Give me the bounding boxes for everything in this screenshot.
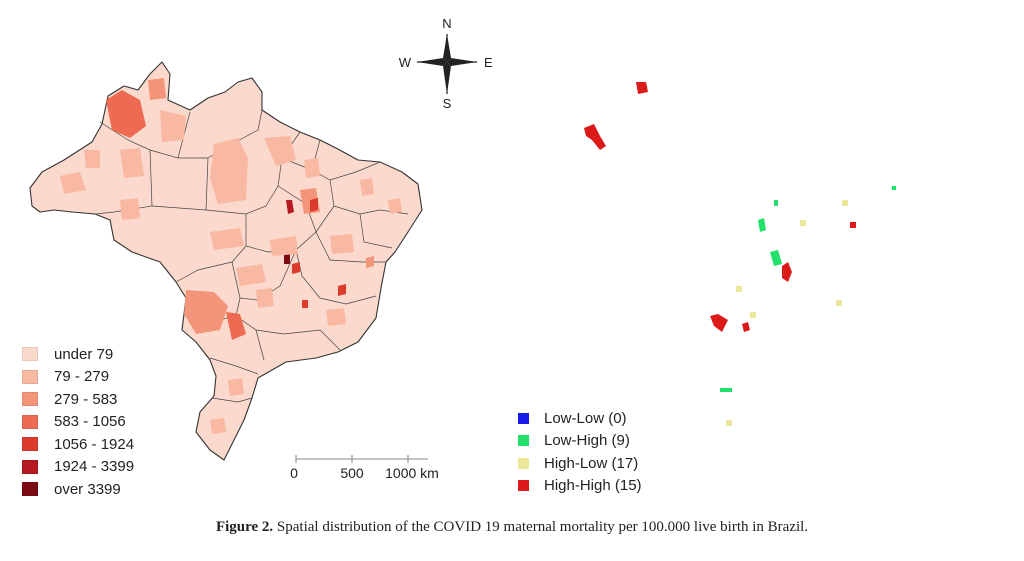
cluster-low-high <box>758 218 766 232</box>
scale-label-500: 500 <box>340 465 364 481</box>
choropleth-legend: under 79 79 - 279 279 - 583 583 - 1056 1056 … <box>22 343 134 501</box>
cluster-high-high <box>742 322 750 332</box>
choropleth-legend-item: 583 - 1056 <box>22 411 134 434</box>
choropleth-legend-item: 279 - 583 <box>22 388 134 411</box>
choropleth-map-panel: N S E W 0 500 1000 km <box>0 0 512 510</box>
north-arrow-n-point <box>443 34 451 62</box>
choropleth-map: N S E W 0 500 1000 km <box>29 16 493 481</box>
choropleth-legend-swatch <box>22 437 38 452</box>
cluster-high-low <box>836 300 842 306</box>
north-label-w: W <box>399 55 412 70</box>
north-arrow-w-point <box>417 58 447 66</box>
cluster-legend-label: High-High (15) <box>544 477 642 495</box>
choropleth-legend-label: 1924 - 3399 <box>54 458 135 476</box>
choropleth-legend-swatch <box>22 414 38 429</box>
cluster-legend-item: Low-High (9) <box>518 430 642 453</box>
cluster-areas <box>584 82 896 426</box>
cluster-high-low <box>800 220 806 226</box>
cluster-high-high <box>710 314 728 332</box>
figure-caption-label: Figure 2. <box>215 519 274 535</box>
north-arrow-s-point <box>443 62 451 94</box>
choropleth-legend-label: 583 - 1056 <box>54 413 126 431</box>
choropleth-legend-item: 1056 - 1924 <box>22 433 134 456</box>
cluster-legend-swatch <box>518 480 529 492</box>
cluster-high-high <box>782 262 792 282</box>
cluster-high-high <box>636 82 648 94</box>
choropleth-legend-item: 1924 - 3399 <box>22 456 134 479</box>
scale-bar-left: 0 500 1000 km <box>290 455 439 481</box>
cluster-high-high <box>850 222 856 228</box>
choropleth-municipalities <box>60 78 402 434</box>
choropleth-legend-item: under 79 <box>22 343 134 366</box>
cluster-map: N S E W 0 500 1000 km <box>584 82 896 426</box>
cluster-low-high <box>774 200 778 206</box>
cluster-low-high <box>770 250 782 266</box>
cluster-high-low <box>842 200 848 206</box>
choropleth-legend-label: 1056 - 1924 <box>54 435 135 453</box>
cluster-legend-label: Low-High (9) <box>544 432 630 450</box>
cluster-legend-item: High-Low (17) <box>518 452 642 475</box>
north-label-n: N <box>442 16 451 31</box>
north-label-s: S <box>443 96 452 111</box>
choropleth-legend-swatch <box>22 392 38 407</box>
cluster-low-high <box>892 186 896 190</box>
north-label-e: E <box>484 55 493 70</box>
cluster-legend-label: High-Low (17) <box>544 454 639 472</box>
choropleth-legend-label: under 79 <box>54 345 114 363</box>
choropleth-legend-item: 79 - 279 <box>22 366 134 389</box>
scale-label-1000km: 1000 km <box>385 465 439 481</box>
cluster-low-high <box>720 388 732 392</box>
choropleth-legend-swatch <box>22 482 38 497</box>
choropleth-legend-swatch <box>22 369 38 384</box>
choropleth-legend-swatch <box>22 347 38 362</box>
cluster-high-low <box>726 420 732 426</box>
cluster-legend-label: Low-Low (0) <box>544 409 627 427</box>
north-arrow-e-point <box>447 58 477 66</box>
choropleth-legend-label: over 3399 <box>54 480 121 498</box>
cluster-legend-item: High-High (15) <box>518 475 642 498</box>
north-arrow-left: N S E W <box>399 16 493 111</box>
cluster-legend-item: Low-Low (0) <box>518 407 642 430</box>
figure-caption-text: Spatial distribution of the COVID 19 mat… <box>276 519 809 535</box>
scale-label-0: 0 <box>290 465 298 481</box>
cluster-map-panel: N S E W 0 500 1000 km <box>512 0 1024 510</box>
cluster-high-high <box>584 124 606 150</box>
choropleth-legend-item: over 3399 <box>22 478 134 501</box>
cluster-legend-swatch <box>518 412 529 424</box>
cluster-high-low <box>750 312 756 318</box>
cluster-legend: Low-Low (0) Low-High (9) High-Low (17) High… <box>518 407 642 497</box>
choropleth-legend-swatch <box>22 459 38 474</box>
choropleth-legend-label: 279 - 583 <box>54 390 118 408</box>
figure-caption: Figure 2. Spatial distribution of the CO… <box>0 519 1024 536</box>
cluster-legend-swatch <box>518 435 529 447</box>
choropleth-legend-label: 79 - 279 <box>54 368 110 386</box>
cluster-high-low <box>736 286 742 292</box>
cluster-legend-swatch <box>518 457 529 469</box>
